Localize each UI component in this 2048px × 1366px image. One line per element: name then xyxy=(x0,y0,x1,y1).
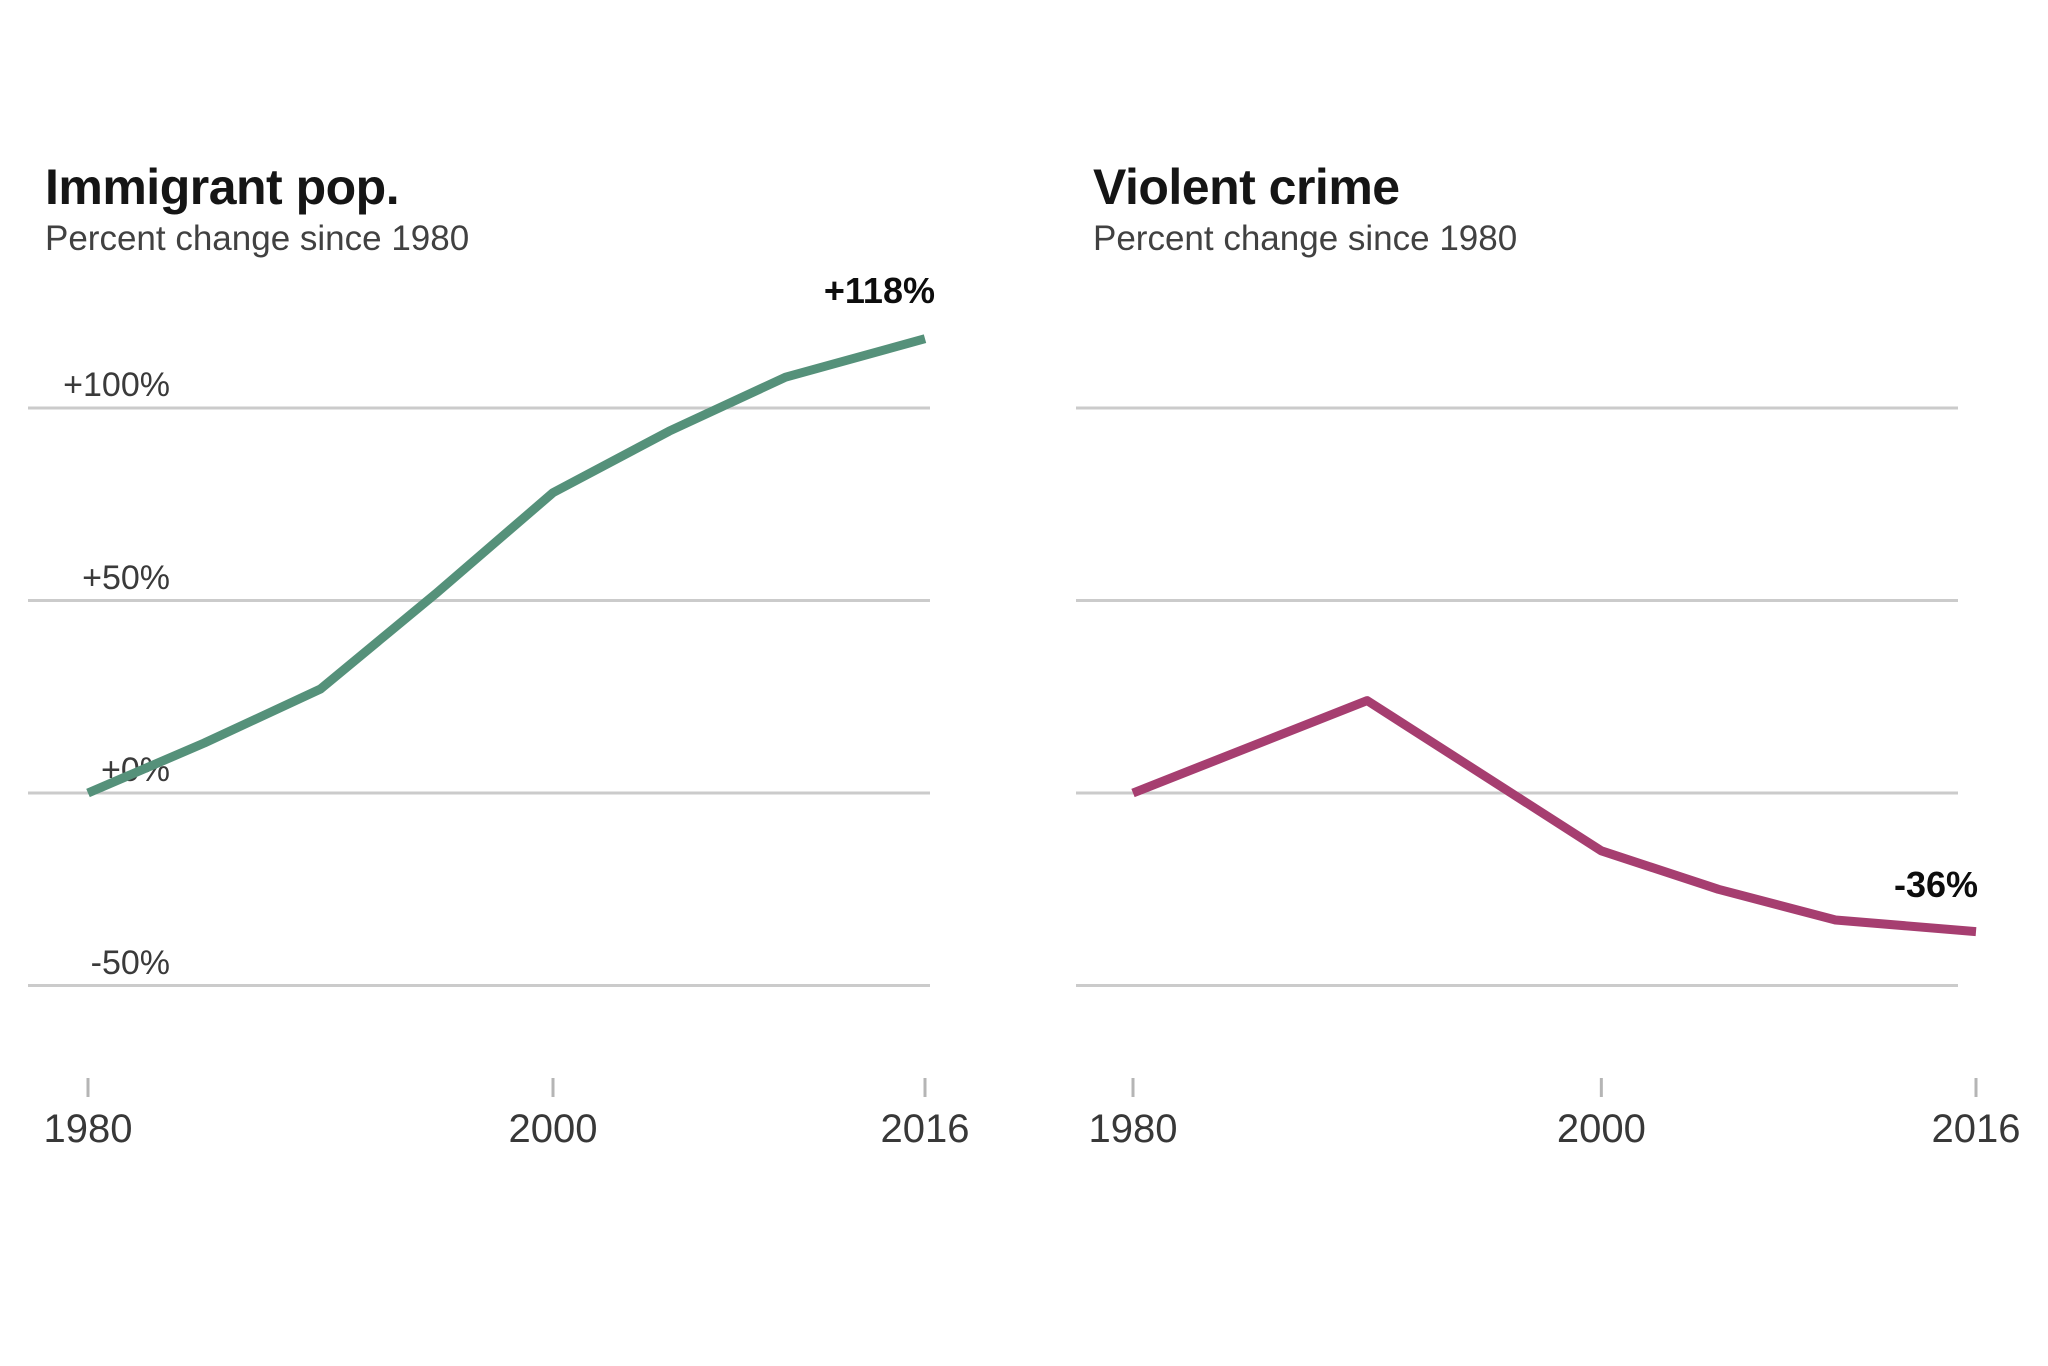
y-axis-label: +0% xyxy=(101,751,170,789)
immigrant-end-value-label: +118% xyxy=(823,270,935,311)
y-axis-label: -50% xyxy=(90,943,170,982)
immigrant-chart-subtitle: Percent change since 1980 xyxy=(45,219,470,258)
y-axis-label: +100% xyxy=(63,366,170,404)
x-axis-label: 1980 xyxy=(1088,1107,1178,1151)
immigrant-chart-title: Immigrant pop. xyxy=(45,159,400,215)
violent-crime-chart-title: Violent crime xyxy=(1093,159,1400,215)
data-line xyxy=(86,334,927,798)
x-axis-label: 2016 xyxy=(880,1107,970,1151)
x-axis-label: 2016 xyxy=(1931,1107,2021,1151)
violent-crime-chart-subtitle: Percent change since 1980 xyxy=(1093,219,1518,258)
x-axis-label: 1980 xyxy=(43,1107,133,1151)
y-axis-label: +50% xyxy=(82,558,170,597)
x-axis-label: 2000 xyxy=(1556,1107,1646,1151)
x-axis-label: 2000 xyxy=(508,1107,598,1151)
violent-crime-end-value-label: -36% xyxy=(1893,864,1978,905)
